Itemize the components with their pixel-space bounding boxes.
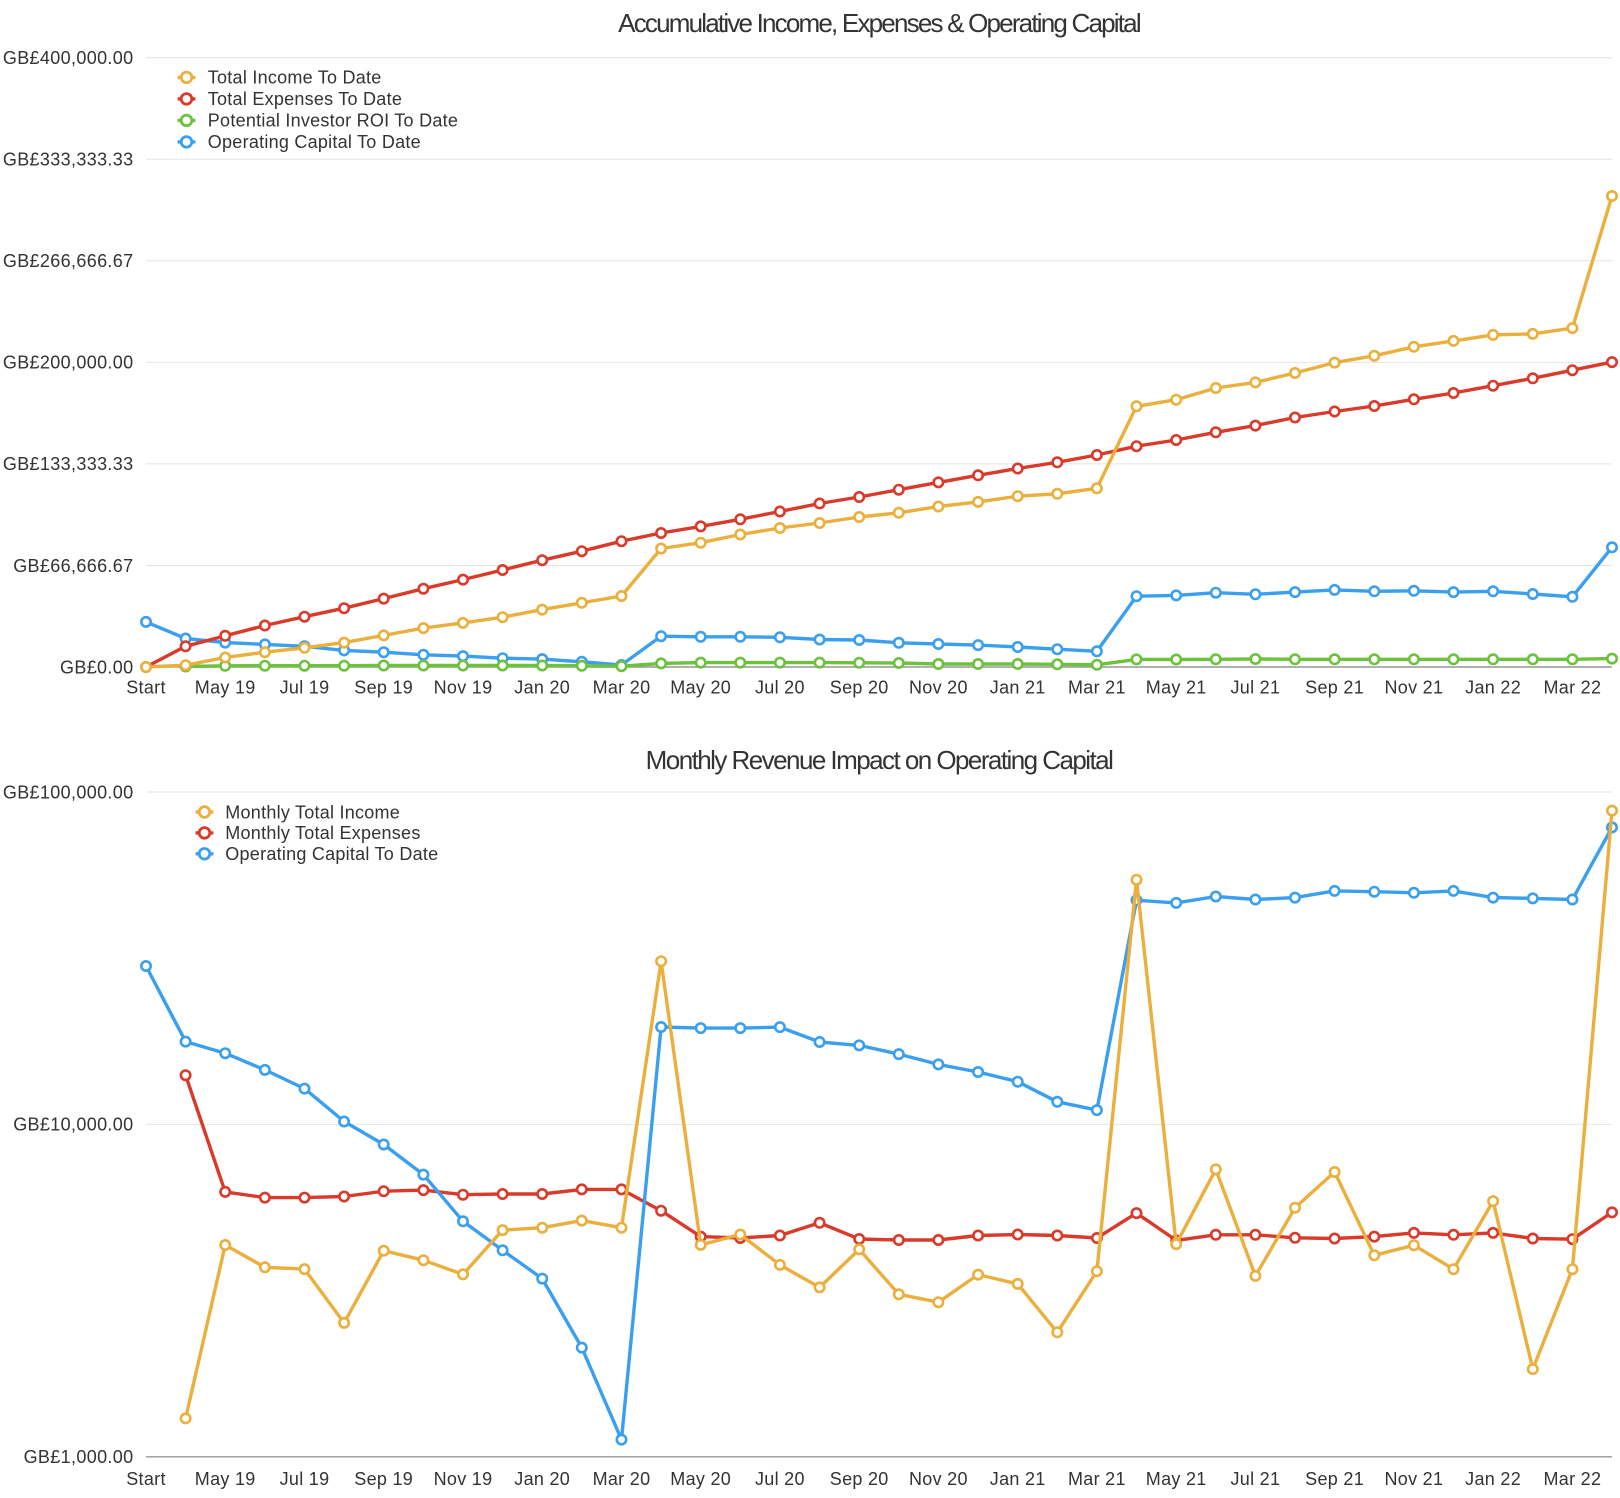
svg-text:Jul 19: Jul 19 [280, 677, 330, 697]
svg-text:May 21: May 21 [1146, 677, 1207, 697]
svg-text:Accumulative Income, Expenses: Accumulative Income, Expenses & Operatin… [618, 8, 1141, 38]
svg-text:May 19: May 19 [195, 1469, 256, 1489]
svg-text:Sep 21: Sep 21 [1305, 677, 1364, 697]
svg-text:Jan 21: Jan 21 [990, 1469, 1046, 1489]
svg-text:Mar 21: Mar 21 [1068, 1469, 1126, 1489]
svg-text:Jul 19: Jul 19 [280, 1469, 330, 1489]
svg-text:Nov 20: Nov 20 [909, 677, 968, 697]
svg-text:Operating Capital To Date: Operating Capital To Date [208, 132, 421, 152]
svg-text:Mar 22: Mar 22 [1543, 677, 1601, 697]
svg-text:GB£333,333.33: GB£333,333.33 [3, 150, 134, 170]
svg-text:Monthly Total Expenses: Monthly Total Expenses [225, 823, 420, 843]
svg-text:Sep 20: Sep 20 [830, 677, 889, 697]
svg-text:Mar 20: Mar 20 [593, 677, 651, 697]
svg-text:May 21: May 21 [1146, 1469, 1207, 1489]
svg-text:Monthly Total Income: Monthly Total Income [225, 802, 400, 822]
svg-text:Monthly Revenue Impact on Oper: Monthly Revenue Impact on Operating Capi… [646, 745, 1113, 775]
svg-text:GB£400,000.00: GB£400,000.00 [3, 48, 134, 68]
svg-text:Nov 21: Nov 21 [1384, 677, 1443, 697]
svg-text:GB£1,000.00: GB£1,000.00 [24, 1447, 134, 1467]
svg-text:Mar 21: Mar 21 [1068, 677, 1126, 697]
svg-text:Jul 20: Jul 20 [755, 1469, 805, 1489]
svg-text:Total Income To Date: Total Income To Date [208, 68, 382, 88]
svg-text:May 19: May 19 [195, 677, 256, 697]
svg-text:Mar 20: Mar 20 [593, 1469, 651, 1489]
svg-text:Mar 22: Mar 22 [1543, 1469, 1601, 1489]
svg-text:May 20: May 20 [670, 1469, 731, 1489]
svg-text:Nov 19: Nov 19 [434, 1469, 493, 1489]
svg-text:Sep 21: Sep 21 [1305, 1469, 1364, 1489]
svg-text:Start: Start [126, 1469, 166, 1489]
svg-text:Total Expenses To Date: Total Expenses To Date [208, 89, 402, 109]
svg-text:GB£266,666.67: GB£266,666.67 [3, 251, 134, 271]
svg-text:GB£10,000.00: GB£10,000.00 [13, 1115, 133, 1135]
svg-text:Jul 21: Jul 21 [1230, 677, 1280, 697]
svg-text:Jan 22: Jan 22 [1465, 1469, 1521, 1489]
svg-text:GB£66,666.67: GB£66,666.67 [13, 556, 133, 576]
svg-text:May 20: May 20 [670, 677, 731, 697]
svg-text:Jan 20: Jan 20 [514, 1469, 570, 1489]
svg-text:GB£133,333.33: GB£133,333.33 [3, 454, 134, 474]
svg-text:Sep 19: Sep 19 [354, 1469, 413, 1489]
svg-text:Nov 19: Nov 19 [434, 677, 493, 697]
svg-text:GB£200,000.00: GB£200,000.00 [3, 353, 134, 373]
svg-text:Operating Capital To Date: Operating Capital To Date [225, 844, 438, 864]
svg-text:Nov 20: Nov 20 [909, 1469, 968, 1489]
svg-text:Start: Start [126, 677, 166, 697]
svg-text:Jan 20: Jan 20 [514, 677, 570, 697]
svg-text:GB£0.00: GB£0.00 [60, 657, 134, 677]
svg-text:Jul 20: Jul 20 [755, 677, 805, 697]
svg-text:Sep 20: Sep 20 [830, 1469, 889, 1489]
svg-text:Nov 21: Nov 21 [1384, 1469, 1443, 1489]
svg-text:Sep 19: Sep 19 [354, 677, 413, 697]
svg-text:Jan 21: Jan 21 [990, 677, 1046, 697]
svg-text:Potential Investor ROI To Date: Potential Investor ROI To Date [208, 111, 458, 131]
svg-text:Jul 21: Jul 21 [1230, 1469, 1280, 1489]
svg-text:Jan 22: Jan 22 [1465, 677, 1521, 697]
svg-text:GB£100,000.00: GB£100,000.00 [3, 782, 134, 802]
